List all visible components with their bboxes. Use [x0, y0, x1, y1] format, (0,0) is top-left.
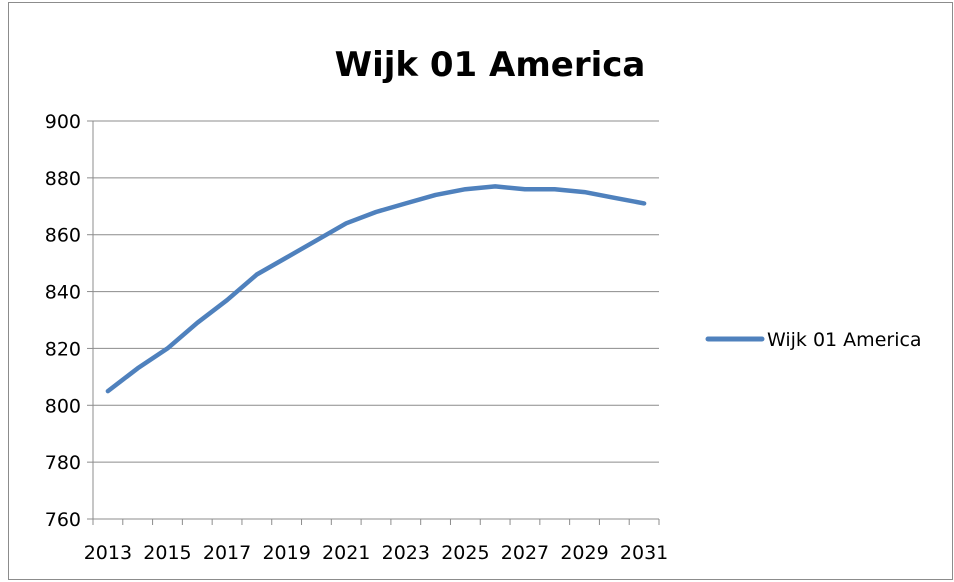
x-tick-label: 2031 — [620, 542, 668, 564]
y-tick-label: 860 — [45, 225, 81, 247]
gridlines — [93, 120, 659, 463]
legend-label: Wijk 01 America — [767, 329, 922, 351]
x-tick-label: 2013 — [84, 542, 132, 564]
chart-title: Wijk 01 America — [335, 45, 646, 85]
y-tick-labels: 760 780 800 820 840 860 880 900 — [45, 111, 81, 531]
y-tick-label: 760 — [45, 509, 81, 531]
chart-frame — [8, 2, 953, 580]
x-tick-label: 2017 — [203, 542, 251, 564]
series-group — [105, 184, 647, 394]
x-tick-labels: 2013 2015 2017 2019 2021 2023 2025 2027 2029 2031 — [84, 542, 669, 564]
y-tick-label: 820 — [45, 338, 81, 360]
y-tick-label: 800 — [45, 395, 81, 417]
y-tick-label: 880 — [45, 168, 81, 190]
legend: Wijk 01 America — [705, 329, 922, 351]
y-tick-label: 900 — [45, 111, 81, 133]
x-tick-label: 2023 — [382, 542, 430, 564]
y-tick-label: 840 — [45, 282, 81, 304]
axes — [87, 120, 660, 525]
x-tick-label: 2015 — [143, 542, 191, 564]
series-line — [105, 184, 647, 394]
y-tick-label: 780 — [45, 452, 81, 474]
x-tick-label: 2019 — [262, 542, 310, 564]
x-tick-label: 2029 — [560, 542, 608, 564]
x-tick-label: 2027 — [501, 542, 549, 564]
x-tick-label: 2025 — [441, 542, 489, 564]
x-tick-label: 2021 — [322, 542, 370, 564]
